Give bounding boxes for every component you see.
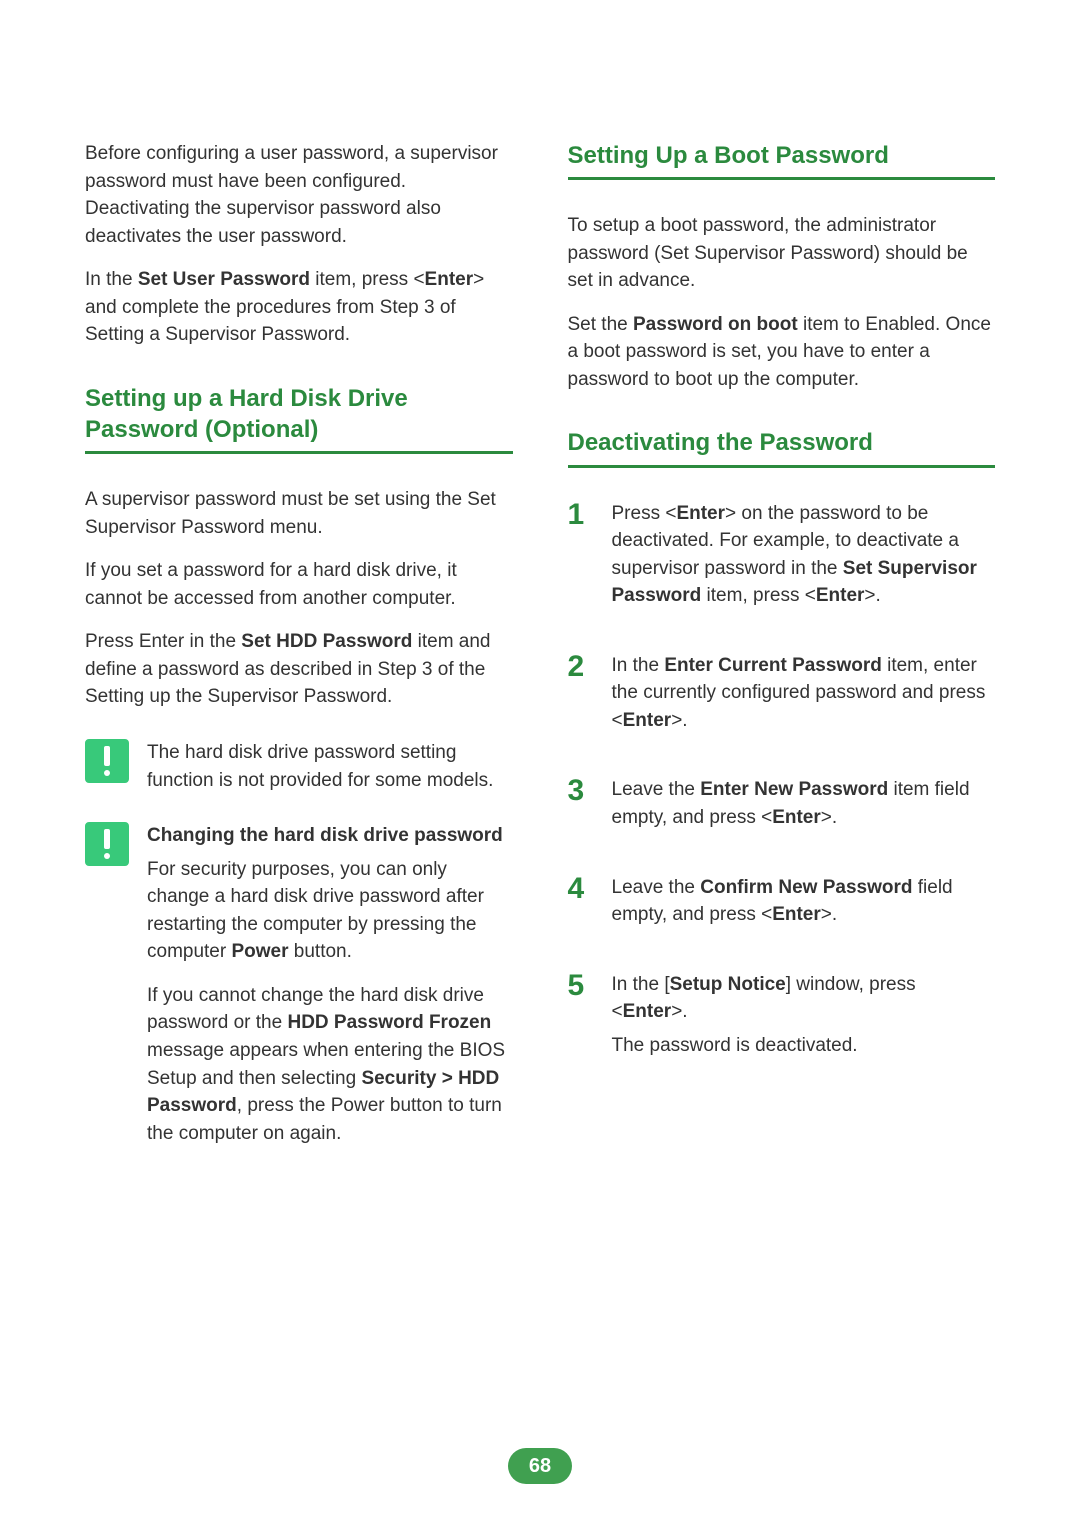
boot-paragraph-1: To setup a boot password, the administra…: [568, 212, 996, 295]
step-text: In the [Setup Notice] window, press <Ent…: [612, 971, 996, 1066]
step-text: Leave the Enter New Password item field …: [612, 776, 996, 837]
deactivate-heading: Deactivating the Password: [568, 427, 996, 458]
text-fragment: Set the: [568, 314, 634, 335]
step-number: 1: [568, 500, 590, 530]
hdd-paragraph-2: If you set a password for a hard disk dr…: [85, 557, 513, 612]
right-column: Setting Up a Boot Password To setup a bo…: [568, 140, 996, 1177]
text-fragment: item, press <: [310, 269, 425, 290]
deactivate-steps: 1 Press <Enter> on the password to be de…: [568, 500, 996, 1066]
bold-text: Enter: [676, 503, 725, 524]
bold-text: Enter New Password: [700, 779, 888, 800]
step-number: 4: [568, 874, 590, 904]
section-divider: [85, 451, 513, 454]
step-text: Press <Enter> on the password to be deac…: [612, 500, 996, 616]
hdd-paragraph-1: A supervisor password must be set using …: [85, 486, 513, 541]
note-text: Changing the hard disk drive password Fo…: [147, 822, 513, 1163]
step-text: Leave the Confirm New Password field emp…: [612, 874, 996, 935]
text-fragment: >.: [864, 585, 880, 606]
text-fragment: Leave the: [612, 779, 701, 800]
text-fragment: Leave the: [612, 877, 701, 898]
bold-text: Enter Current Password: [664, 655, 882, 676]
text-fragment: In the: [612, 655, 665, 676]
step-number: 5: [568, 971, 590, 1001]
note-box-2: Changing the hard disk drive password Fo…: [85, 822, 513, 1163]
bold-text: Password on boot: [633, 314, 798, 335]
note-text: The hard disk drive password setting fun…: [147, 739, 513, 794]
manual-page: Before configuring a user password, a su…: [0, 0, 1080, 1237]
note-paragraph: For security purposes, you can only chan…: [147, 856, 513, 966]
boot-heading: Setting Up a Boot Password: [568, 140, 996, 171]
bold-text: HDD Password Frozen: [287, 1012, 491, 1033]
text-fragment: >.: [671, 1001, 687, 1022]
bold-text: Setup Notice: [670, 974, 786, 995]
bold-text: Enter: [816, 585, 865, 606]
step-2: 2 In the Enter Current Password item, en…: [568, 652, 996, 741]
bold-text: Enter: [772, 807, 821, 828]
step-number: 3: [568, 776, 590, 806]
note-title: Changing the hard disk drive password: [147, 822, 513, 850]
text-fragment: Press <: [612, 503, 677, 524]
step-followup: The password is deactivated.: [612, 1032, 996, 1060]
left-column: Before configuring a user password, a su…: [85, 140, 513, 1177]
step-5: 5 In the [Setup Notice] window, press <E…: [568, 971, 996, 1066]
step-3: 3 Leave the Enter New Password item fiel…: [568, 776, 996, 837]
bold-text: Set User Password: [138, 269, 310, 290]
text-fragment: >.: [671, 710, 687, 731]
page-number-badge: 68: [508, 1448, 572, 1484]
text-fragment: item, press <: [701, 585, 816, 606]
text-fragment: In the: [85, 269, 138, 290]
exclamation-icon: [85, 739, 129, 783]
step-number: 2: [568, 652, 590, 682]
boot-paragraph-2: Set the Password on boot item to Enabled…: [568, 311, 996, 394]
bold-text: Set HDD Password: [241, 631, 412, 652]
bold-text: Enter: [772, 904, 821, 925]
text-fragment: >.: [821, 807, 837, 828]
bold-text: Enter: [623, 1001, 672, 1022]
intro-paragraph-1: Before configuring a user password, a su…: [85, 140, 513, 250]
section-divider: [568, 177, 996, 180]
note-paragraph: If you cannot change the hard disk drive…: [147, 982, 513, 1147]
note-box-1: The hard disk drive password setting fun…: [85, 739, 513, 794]
hdd-heading: Setting up a Hard Disk Drive Password (O…: [85, 383, 513, 445]
text-fragment: >.: [821, 904, 837, 925]
exclamation-icon: [85, 822, 129, 866]
step-4: 4 Leave the Confirm New Password field e…: [568, 874, 996, 935]
hdd-paragraph-3: Press Enter in the Set HDD Password item…: [85, 628, 513, 711]
step-1: 1 Press <Enter> on the password to be de…: [568, 500, 996, 616]
bold-text: Power: [231, 941, 288, 962]
bold-text: Enter: [425, 269, 474, 290]
section-divider: [568, 465, 996, 468]
intro-paragraph-2: In the Set User Password item, press <En…: [85, 266, 513, 349]
text-fragment: In the [: [612, 974, 670, 995]
bold-text: Confirm New Password: [700, 877, 912, 898]
step-text: In the Enter Current Password item, ente…: [612, 652, 996, 741]
text-fragment: Press Enter in the: [85, 631, 241, 652]
text-fragment: button.: [289, 941, 352, 962]
bold-text: Enter: [623, 710, 672, 731]
